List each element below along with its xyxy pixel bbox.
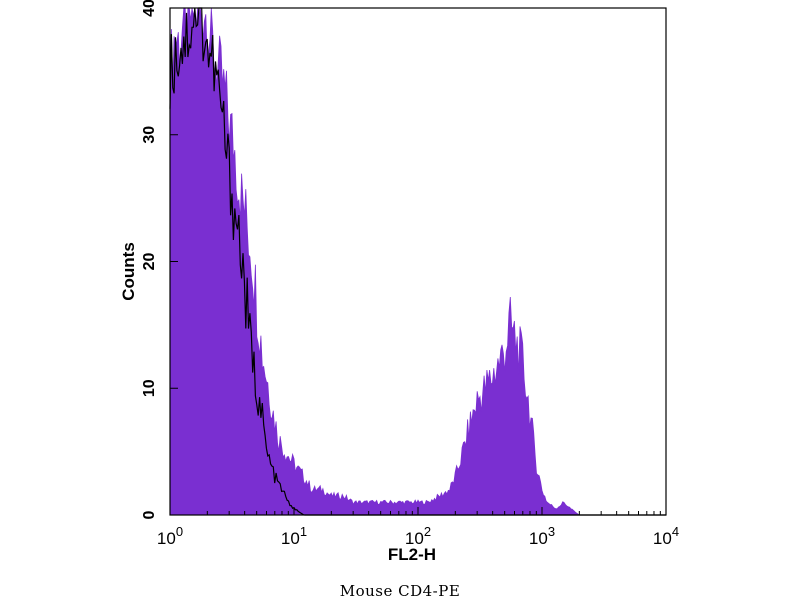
x-tick-exponent: 1	[300, 524, 307, 539]
y-tick-label: 20	[141, 253, 158, 271]
figure-caption: Mouse CD4-PE	[339, 582, 461, 600]
x-tick-base: 10	[281, 529, 300, 548]
x-tick-base: 10	[653, 529, 672, 548]
x-axis-label: FL2-H	[388, 545, 436, 564]
y-tick-label: 10	[141, 379, 158, 397]
histogram-fill-series	[169, 7, 666, 516]
x-tick-exponent: 0	[176, 524, 183, 539]
x-tick-exponent: 3	[548, 524, 555, 539]
y-axis-label: Counts	[119, 242, 138, 301]
y-tick-label: 40	[141, 0, 158, 17]
y-tick-label: 30	[141, 126, 158, 144]
x-tick-label: 101	[281, 524, 307, 548]
y-tick-label: 0	[141, 510, 158, 519]
x-tick-base: 10	[405, 529, 424, 548]
y-axis: 0 10 20 30 40	[141, 0, 178, 519]
x-tick-exponent: 4	[672, 524, 679, 539]
x-tick-label: 104	[653, 524, 679, 548]
x-tick-base: 10	[157, 529, 176, 548]
x-tick-exponent: 2	[424, 524, 431, 539]
x-tick-base: 10	[529, 529, 548, 548]
x-axis: 100 101 102 103 104	[157, 507, 679, 548]
x-tick-label: 103	[529, 524, 555, 548]
plot-area	[169, 7, 666, 516]
x-tick-label: 102	[405, 524, 431, 548]
x-tick-label: 100	[157, 524, 183, 548]
